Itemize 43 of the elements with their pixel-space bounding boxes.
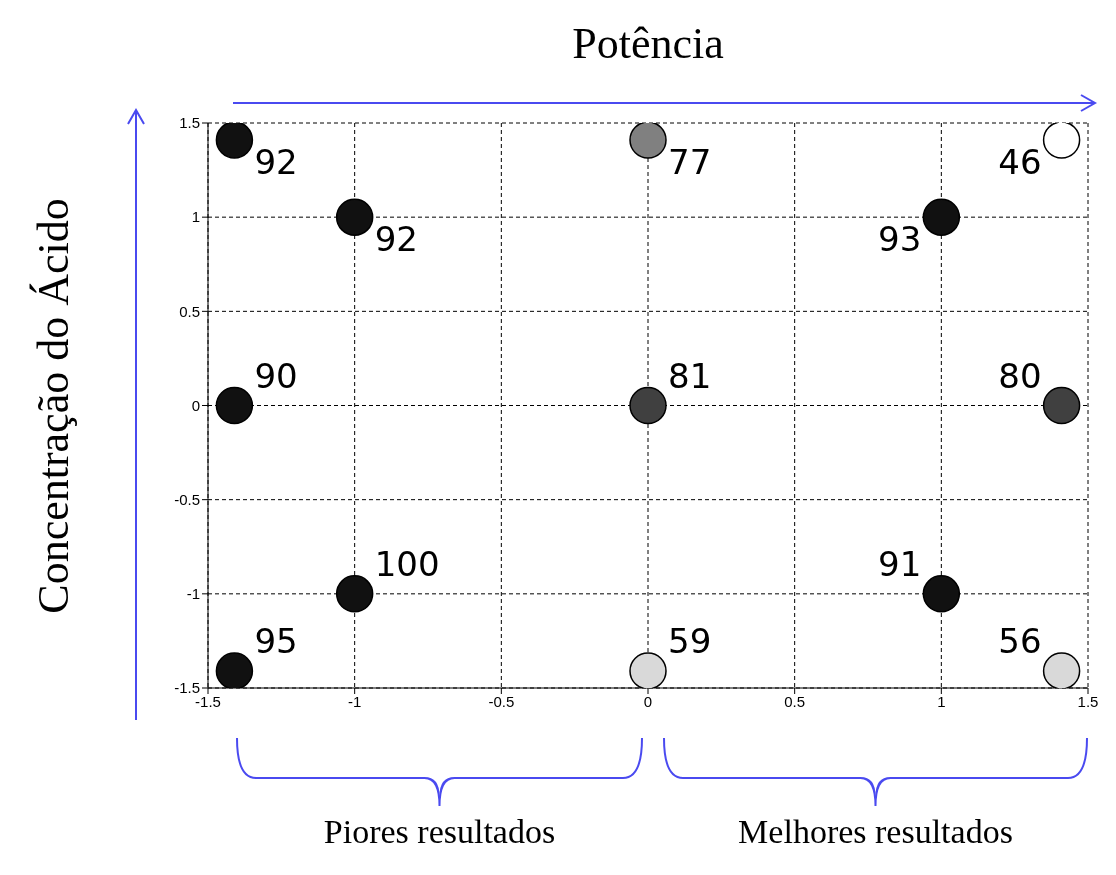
x-tick-label: 0.5 bbox=[784, 692, 806, 710]
point bbox=[215, 123, 254, 159]
point bbox=[922, 575, 961, 613]
point bbox=[215, 652, 254, 688]
annotation: 100 bbox=[374, 543, 440, 584]
point bbox=[629, 386, 667, 425]
point bbox=[215, 386, 254, 425]
text: Piores resultados bbox=[322, 813, 557, 851]
y-axis-title: Concentração do Ácido bbox=[27, 197, 79, 614]
annotation: 56 bbox=[998, 621, 1042, 662]
x-tick-label: 1 bbox=[937, 692, 946, 710]
point bbox=[1042, 652, 1081, 688]
y-tick-label: 1.5 bbox=[179, 114, 200, 132]
annotation: 59 bbox=[668, 621, 712, 662]
y-tick-label: 1 bbox=[191, 208, 200, 226]
point bbox=[922, 198, 961, 236]
y-tick-label: -0.5 bbox=[174, 490, 200, 508]
annotation: 91 bbox=[878, 543, 922, 584]
annotation: 46 bbox=[998, 141, 1042, 182]
point bbox=[629, 652, 667, 688]
x-tick-label: -1 bbox=[347, 692, 362, 710]
x-tick-label: -0.5 bbox=[488, 692, 515, 710]
annotation: 81 bbox=[668, 355, 712, 396]
annotation: 80 bbox=[998, 355, 1042, 396]
annotation: 95 bbox=[254, 621, 298, 662]
point bbox=[335, 198, 374, 236]
y-tick-label: -1.5 bbox=[174, 679, 200, 697]
x-tick-label: 1.5 bbox=[1077, 692, 1099, 710]
annotation: 92 bbox=[374, 219, 418, 260]
x-tick-label: 0 bbox=[643, 692, 653, 710]
point bbox=[335, 575, 374, 613]
annotation: 77 bbox=[668, 141, 712, 182]
y-tick-label: -1 bbox=[186, 585, 200, 603]
point bbox=[1042, 123, 1081, 159]
point bbox=[1042, 386, 1081, 425]
annotation: 92 bbox=[254, 141, 298, 182]
chart-title: Potência bbox=[571, 18, 725, 69]
y-tick-label: 0.5 bbox=[179, 302, 200, 320]
annotation: 90 bbox=[254, 355, 298, 396]
point bbox=[629, 123, 667, 159]
y-tick-label: 0 bbox=[191, 396, 200, 414]
text: Melhores resultados bbox=[737, 813, 1014, 851]
annotation: 93 bbox=[878, 219, 922, 260]
